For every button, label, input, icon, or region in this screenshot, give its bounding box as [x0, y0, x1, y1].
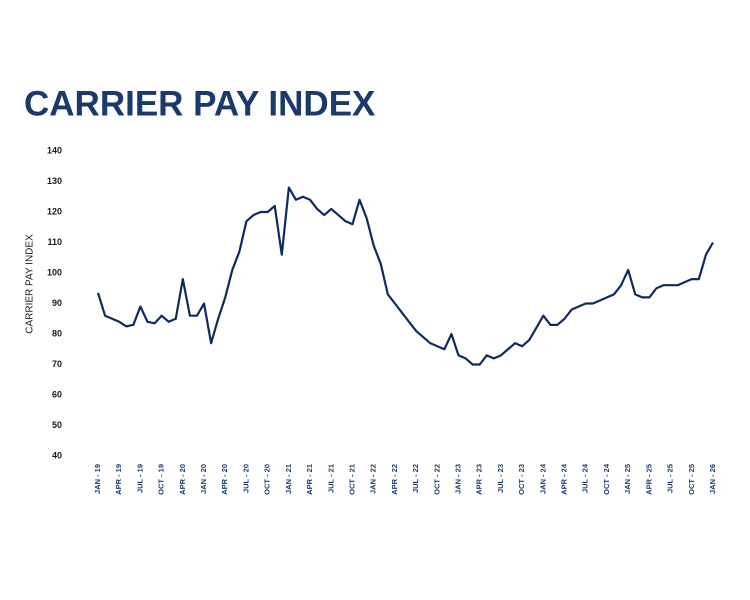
- x-tick-label: JAN - 26: [708, 464, 717, 494]
- y-tick-label: 70: [52, 359, 62, 369]
- x-tick-label: APR - 23: [475, 464, 484, 495]
- x-tick-label: APR - 20: [220, 464, 229, 495]
- x-tick-label: APR - 25: [644, 464, 653, 495]
- chart-title: CARRIER PAY INDEX: [24, 84, 376, 123]
- x-tick-label: JAN - 25: [623, 464, 632, 494]
- x-tick-label: JAN - 21: [284, 464, 293, 494]
- x-tick-label: APR - 22: [390, 464, 399, 495]
- x-tick-label: JUL - 23: [496, 464, 505, 493]
- x-tick-label: OCT - 24: [602, 463, 611, 495]
- x-tick-label: APR - 24: [560, 463, 569, 495]
- x-tick-label: JAN - 24: [538, 463, 547, 494]
- x-tick-label: OCT - 19: [157, 464, 166, 495]
- y-tick-label: 90: [52, 298, 62, 308]
- x-tick-label: JAN - 22: [369, 464, 378, 494]
- x-tick-label: JUL - 21: [326, 464, 335, 493]
- x-tick-label: APR - 21: [305, 464, 314, 495]
- y-tick-label: 110: [47, 237, 62, 247]
- x-tick-label: OCT - 23: [517, 464, 526, 495]
- y-tick-label: 40: [52, 450, 62, 460]
- x-tick-label: JAN - 23: [454, 464, 463, 494]
- x-tick-label: APR - 20: [178, 464, 187, 495]
- y-tick-label: 130: [47, 176, 62, 186]
- y-tick-label: 60: [52, 389, 62, 399]
- y-tick-label: 100: [47, 267, 62, 277]
- x-tick-label: OCT - 25: [687, 464, 696, 495]
- y-tick-label: 120: [47, 206, 62, 216]
- x-tick-label: OCT - 21: [347, 464, 356, 495]
- y-tick-label: 140: [47, 145, 62, 155]
- data-line: [96, 186, 714, 366]
- y-axis-label: CARRIER PAY INDEX: [25, 234, 36, 334]
- x-tick-label: JUL - 25: [666, 464, 675, 493]
- x-tick-label: OCT - 22: [432, 464, 441, 495]
- x-tick-label: JUL - 20: [241, 464, 250, 493]
- x-tick-label: JUL - 19: [135, 464, 144, 493]
- x-tick-label: JAN - 20: [199, 464, 208, 494]
- x-tick-label: JUL - 24: [581, 463, 590, 493]
- x-tick-label: OCT - 20: [263, 464, 272, 495]
- x-tick-label: JAN - 19: [93, 464, 102, 494]
- y-tick-label: 80: [52, 328, 62, 338]
- y-tick-label: 50: [52, 420, 62, 430]
- x-tick-label: APR - 19: [114, 464, 123, 495]
- x-tick-label: JUL - 22: [411, 464, 420, 493]
